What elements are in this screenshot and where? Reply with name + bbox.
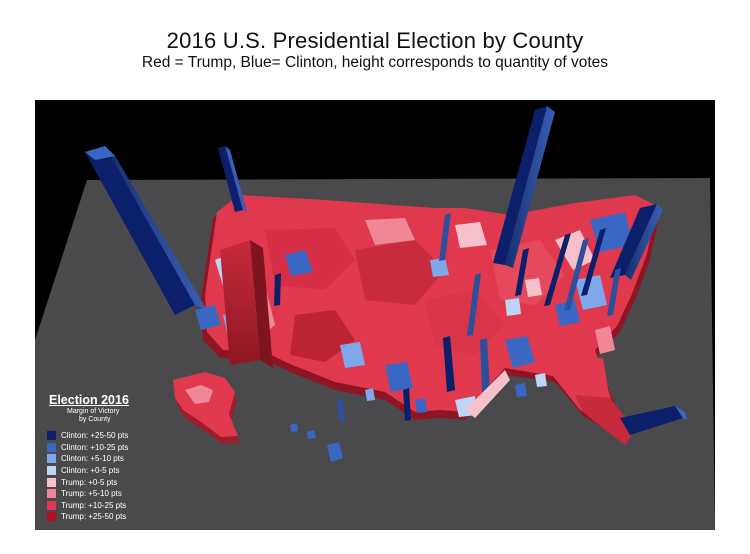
- legend-items: Clinton: +25-50 pts Clinton: +10-25 pts Cl…: [47, 430, 167, 523]
- legend-subtitle-2: by County: [79, 416, 111, 423]
- legend-label: Trump: +5-10 pts: [61, 489, 122, 499]
- south-patches: [365, 373, 547, 413]
- legend-label: Clinton: +5-10 pts: [61, 454, 124, 464]
- west-coast-blocks: [195, 240, 273, 368]
- page-title: 2016 U.S. Presidential Election by Count…: [166, 28, 584, 53]
- legend-item: Clinton: +25-50 pts: [47, 430, 167, 442]
- clinton-spikes: [85, 106, 687, 435]
- legend-item: Trump: +0-5 pts: [47, 476, 167, 488]
- legend-swatch: [47, 489, 56, 499]
- legend-swatch: [47, 442, 56, 452]
- legend-label: Clinton: +0-5 pts: [61, 466, 120, 476]
- legend-swatch: [47, 500, 56, 510]
- legend-label: Trump: +25-50 pts: [61, 512, 127, 522]
- florida-region: [575, 395, 635, 445]
- page-subtitle: Red = Trump, Blue= Clinton, height corre…: [141, 54, 609, 71]
- alaska-region: [173, 372, 240, 444]
- legend-swatch: [47, 431, 56, 441]
- election-3d-map: Election 2016 Margin of Victory by Count…: [35, 100, 715, 530]
- map-render: [35, 106, 715, 530]
- legend-item: Trump: +10-25 pts: [47, 500, 167, 512]
- legend-item: Trump: +5-10 pts: [47, 488, 167, 500]
- gulf-coast-strip: [465, 370, 510, 418]
- legend-subtitle-1: Margin of Victory: [67, 408, 120, 415]
- legend-label: Clinton: +25-50 pts: [61, 431, 129, 441]
- legend-item: Clinton: +0-5 pts: [47, 465, 167, 477]
- legend-swatch: [47, 477, 56, 487]
- legend-label: Trump: +0-5 pts: [61, 477, 118, 487]
- hawaii-region: [290, 423, 343, 462]
- legend-swatch: [47, 466, 56, 476]
- legend: Election 2016 Margin of Victory by Count…: [47, 393, 167, 523]
- legend-label: Clinton: +10-25 pts: [61, 442, 129, 452]
- legend-item: Clinton: +10-25 pts: [47, 442, 167, 454]
- legend-item: Clinton: +5-10 pts: [47, 453, 167, 465]
- legend-label: Trump: +10-25 pts: [61, 500, 127, 510]
- legend-item: Trump: +25-50 pts: [47, 511, 167, 523]
- legend-swatch: [47, 512, 56, 522]
- legend-swatch: [47, 454, 56, 464]
- legend-title: Election 2016: [49, 393, 129, 407]
